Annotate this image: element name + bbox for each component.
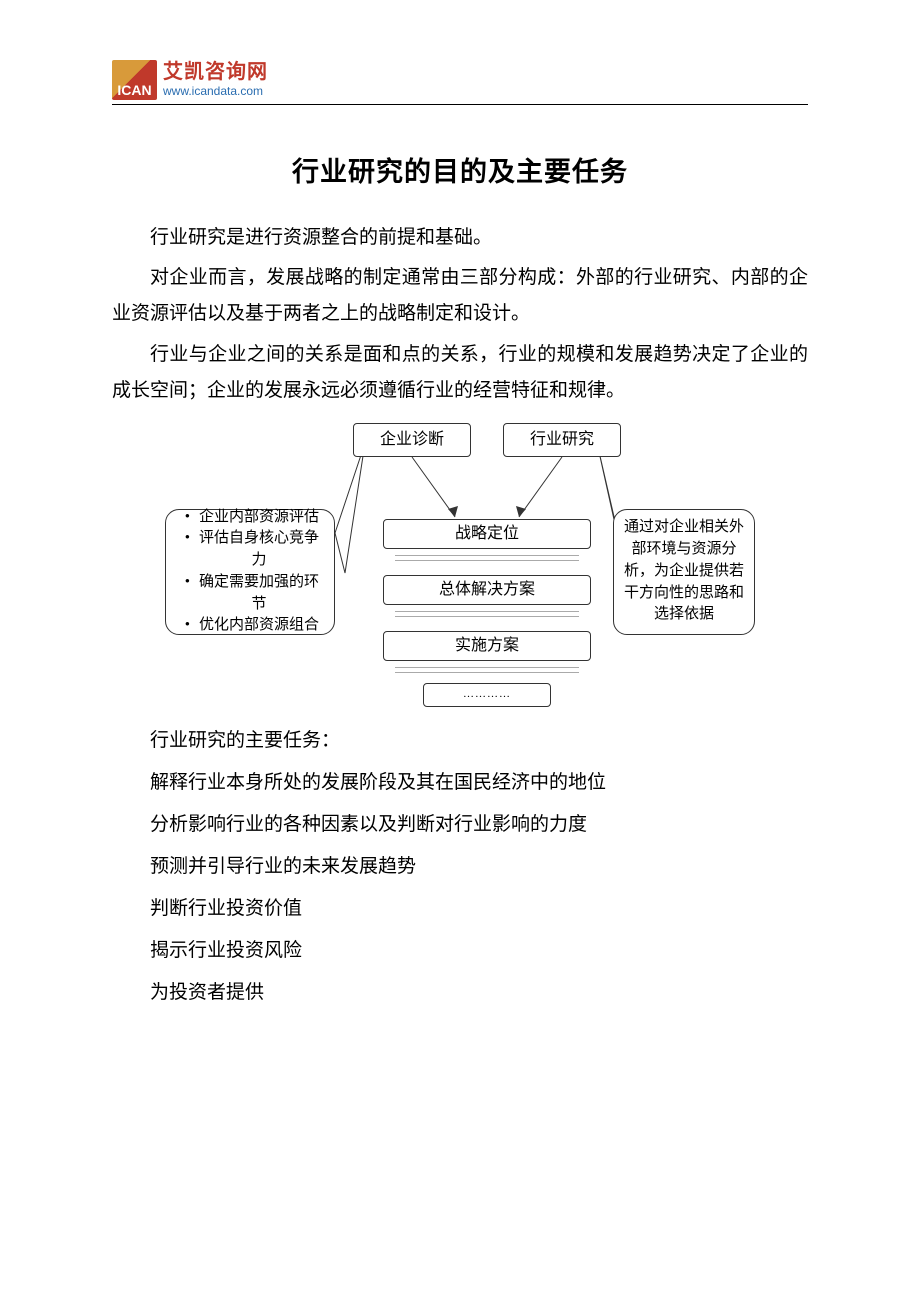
flow-separator-2 [395, 611, 579, 617]
task-item: 判断行业投资价值 [112, 891, 808, 927]
right-callout-external-analysis: 通过对企业相关外部环境与资源分析，为企业提供若干方向性的思路和选择依据 [613, 509, 755, 635]
logo-text-block: 艾凯咨询网 www.icandata.com [163, 62, 268, 98]
flow-node-industry-research: 行业研究 [503, 423, 621, 457]
flow-separator-1 [395, 555, 579, 561]
flow-node-ellipsis: ………… [423, 683, 551, 707]
flow-node-implementation: 实施方案 [383, 631, 591, 661]
task-item: 揭示行业投资风险 [112, 933, 808, 969]
flow-separator-3 [395, 667, 579, 673]
flow-node-overall-solution: 总体解决方案 [383, 575, 591, 605]
page-title: 行业研究的目的及主要任务 [112, 147, 808, 198]
intro-paragraph-3: 行业与企业之间的关系是面和点的关系，行业的规模和发展趋势决定了企业的成长空间；企… [112, 337, 808, 409]
document-page: ICAN 艾凯咨询网 www.icandata.com 行业研究的目的及主要任务… [0, 0, 920, 1011]
flow-node-enterprise-diagnosis: 企业诊断 [353, 423, 471, 457]
left-callout-internal-resources: 企业内部资源评估 评估自身核心竞争力 确定需要加强的环节 优化内部资源组合 [165, 509, 335, 635]
header-logo: ICAN 艾凯咨询网 www.icandata.com [112, 58, 808, 102]
intro-paragraph-2: 对企业而言，发展战略的制定通常由三部分构成：外部的行业研究、内部的企业资源评估以… [112, 260, 808, 332]
strategy-flowchart: 企业诊断 行业研究 战略定位 总体解决方案 实施方案 ………… 企业内部资源评估… [165, 423, 755, 713]
tasks-section: 行业研究的主要任务： 解释行业本身所处的发展阶段及其在国民经济中的地位 分析影响… [112, 723, 808, 1012]
flow-node-strategic-positioning: 战略定位 [383, 519, 591, 549]
task-item: 预测并引导行业的未来发展趋势 [112, 849, 808, 885]
logo-abbr: ICAN [117, 83, 151, 97]
header-divider [112, 104, 808, 105]
task-item: 为投资者提供 [112, 975, 808, 1011]
logo-company-name: 艾凯咨询网 [163, 62, 268, 82]
tasks-heading: 行业研究的主要任务： [112, 723, 808, 759]
task-item: 解释行业本身所处的发展阶段及其在国民经济中的地位 [112, 765, 808, 801]
left-callout-item: 确定需要加强的环节 [190, 572, 324, 616]
intro-paragraph-1: 行业研究是进行资源整合的前提和基础。 [112, 220, 808, 256]
logo-url: www.icandata.com [163, 84, 268, 98]
task-item: 分析影响行业的各种因素以及判断对行业影响的力度 [112, 807, 808, 843]
logo-mark: ICAN [112, 60, 157, 100]
left-callout-item: 企业内部资源评估 [190, 507, 324, 529]
left-callout-item: 优化内部资源组合 [190, 615, 324, 637]
left-callout-list: 企业内部资源评估 评估自身核心竞争力 确定需要加强的环节 优化内部资源组合 [176, 507, 324, 638]
left-callout-item: 评估自身核心竞争力 [190, 528, 324, 572]
